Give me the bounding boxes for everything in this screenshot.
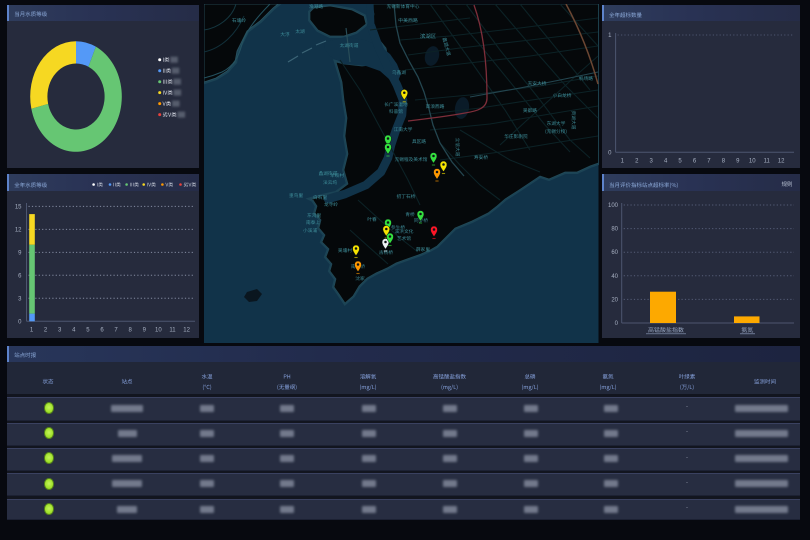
svg-text:9: 9 — [143, 328, 147, 334]
svg-text:7: 7 — [707, 159, 711, 165]
svg-text:3: 3 — [18, 296, 22, 302]
svg-text:10: 10 — [749, 159, 756, 165]
svg-text:3: 3 — [58, 328, 62, 334]
svg-text:9: 9 — [736, 159, 740, 165]
svg-text:12: 12 — [183, 328, 190, 334]
svg-text:20: 20 — [611, 297, 618, 303]
svg-text:0: 0 — [615, 321, 619, 327]
svg-text:60: 60 — [611, 250, 618, 256]
svg-text:8: 8 — [129, 328, 133, 334]
svg-text:100: 100 — [608, 203, 619, 209]
svg-text:6: 6 — [100, 328, 104, 334]
svg-text:11: 11 — [169, 328, 176, 334]
svg-text:6: 6 — [693, 159, 697, 165]
svg-text:3: 3 — [650, 159, 654, 165]
svg-text:2: 2 — [44, 328, 48, 334]
svg-text:15: 15 — [15, 204, 22, 210]
svg-text:4: 4 — [664, 159, 668, 165]
svg-text:5: 5 — [86, 328, 90, 334]
svg-text:11: 11 — [764, 159, 771, 165]
svg-text:12: 12 — [15, 227, 22, 233]
svg-text:1: 1 — [621, 159, 625, 165]
svg-text:8: 8 — [722, 159, 726, 165]
svg-text:1: 1 — [30, 328, 34, 334]
svg-text:0: 0 — [18, 319, 22, 325]
svg-text:6: 6 — [18, 273, 22, 279]
svg-text:5: 5 — [678, 159, 682, 165]
svg-text:0: 0 — [608, 151, 612, 157]
svg-text:12: 12 — [778, 159, 785, 165]
svg-text:4: 4 — [72, 328, 76, 334]
svg-text:80: 80 — [611, 227, 618, 233]
svg-text:2: 2 — [635, 159, 639, 165]
svg-text:9: 9 — [18, 250, 22, 256]
svg-text:10: 10 — [155, 328, 162, 334]
svg-text:40: 40 — [611, 274, 618, 280]
svg-text:1: 1 — [608, 33, 612, 39]
svg-text:7: 7 — [114, 328, 118, 334]
